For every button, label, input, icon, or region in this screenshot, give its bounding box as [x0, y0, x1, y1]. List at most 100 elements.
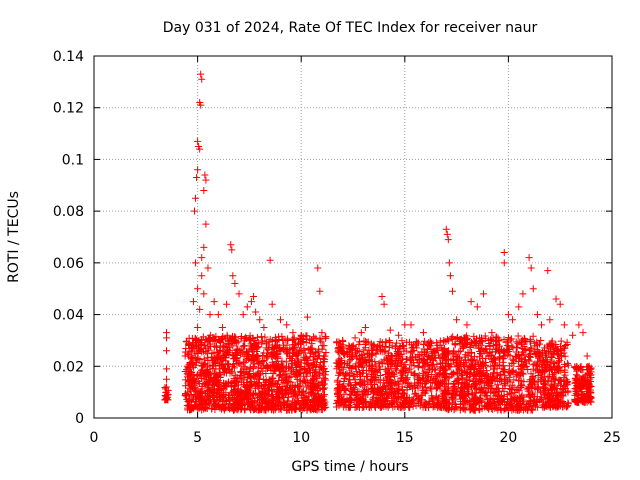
data-point: [361, 386, 369, 394]
data-point: [533, 338, 541, 346]
data-point: [187, 382, 195, 390]
data-point: [200, 361, 208, 369]
data-point: [378, 400, 386, 408]
data-point: [233, 389, 241, 397]
data-point: [247, 381, 255, 389]
data-point: [258, 337, 266, 345]
data-point: [362, 402, 370, 410]
data-point: [317, 397, 325, 405]
data-point: [350, 397, 358, 405]
data-point: [411, 390, 419, 398]
data-point: [233, 373, 241, 381]
data-point: [564, 400, 572, 408]
data-point: [232, 354, 240, 362]
data-point: [540, 357, 548, 365]
data-point: [181, 391, 189, 399]
data-point: [289, 349, 297, 357]
data-point: [201, 401, 209, 409]
data-point: [360, 377, 368, 385]
data-point: [307, 382, 315, 390]
data-point: [443, 348, 451, 356]
data-point: [185, 396, 193, 404]
data-point: [244, 374, 252, 382]
data-point: [433, 360, 441, 368]
data-point: [230, 335, 238, 343]
data-point: [540, 384, 548, 392]
data-point: [408, 344, 416, 352]
data-point: [456, 337, 464, 345]
data-point: [526, 397, 534, 405]
data-point: [337, 400, 345, 408]
data-point: [240, 352, 248, 360]
data-point: [297, 362, 305, 370]
data-point: [399, 377, 407, 385]
data-point: [403, 338, 411, 346]
data-point: [163, 334, 171, 342]
data-point: [426, 400, 434, 408]
data-point: [452, 359, 460, 367]
data-point: [282, 379, 290, 387]
data-point: [189, 395, 197, 403]
data-point: [354, 347, 362, 355]
data-point: [317, 359, 325, 367]
data-point: [519, 290, 527, 298]
data-point: [414, 362, 422, 370]
data-point: [303, 332, 311, 340]
data-point: [264, 363, 272, 371]
data-point: [253, 379, 261, 387]
data-point: [367, 376, 375, 384]
data-point: [530, 348, 538, 356]
data-point: [215, 352, 223, 360]
data-point: [228, 369, 236, 377]
data-point: [514, 332, 522, 340]
data-point: [265, 341, 273, 349]
data-point: [497, 406, 505, 414]
data-point: [557, 350, 565, 358]
data-point: [229, 362, 237, 370]
data-point: [193, 388, 201, 396]
data-point: [494, 391, 502, 399]
data-point: [273, 395, 281, 403]
data-point: [548, 353, 556, 361]
data-point: [260, 324, 268, 331]
data-point: [290, 336, 298, 344]
data-point: [388, 399, 396, 407]
data-point: [287, 373, 295, 381]
data-point: [575, 321, 583, 329]
data-point: [571, 391, 579, 399]
data-point: [487, 382, 495, 390]
data-point: [414, 351, 422, 359]
data-point: [531, 360, 539, 368]
data-point: [500, 259, 508, 267]
data-point: [387, 353, 395, 361]
data-point: [442, 380, 450, 388]
data-point: [501, 349, 509, 357]
data-point: [188, 334, 196, 342]
data-point: [291, 358, 299, 366]
data-point: [364, 338, 372, 346]
data-point: [564, 361, 572, 369]
data-point: [272, 358, 280, 366]
data-point: [245, 347, 253, 355]
data-point: [164, 391, 172, 399]
data-point: [585, 362, 593, 370]
data-point: [443, 356, 451, 364]
data-point: [234, 378, 242, 386]
data-point: [491, 388, 499, 396]
data-point: [297, 331, 305, 339]
data-point: [226, 396, 234, 404]
data-point: [290, 387, 298, 395]
data-point: [562, 388, 570, 396]
data-point: [305, 385, 313, 393]
data-point: [471, 395, 479, 403]
data-point: [471, 371, 479, 379]
data-point: [225, 397, 233, 405]
data-point: [584, 387, 592, 395]
data-point: [251, 360, 259, 368]
data-point: [272, 337, 280, 345]
data-point: [216, 361, 224, 369]
y-tick-label: 0: [75, 411, 84, 427]
data-point: [241, 387, 249, 395]
data-point: [551, 376, 559, 384]
data-point: [289, 329, 297, 337]
